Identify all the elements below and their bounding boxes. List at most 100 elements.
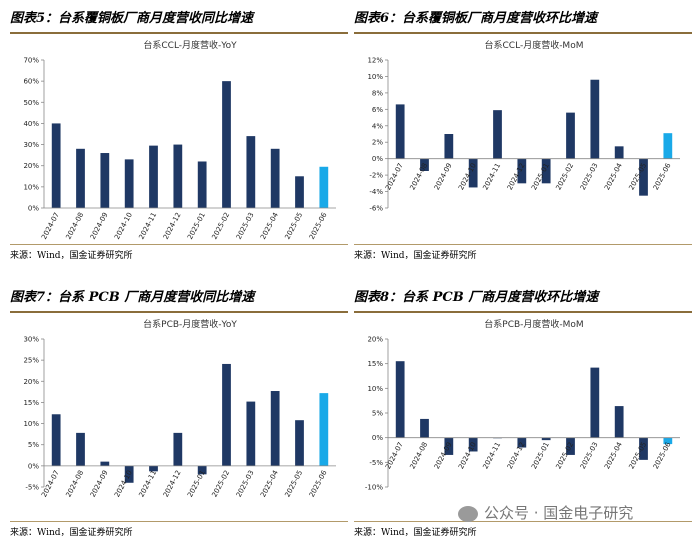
- x-tick-label: 2024-10: [457, 441, 478, 471]
- x-tick-label: 2024-09: [89, 211, 110, 241]
- x-tick-label: 2025-04: [259, 469, 280, 499]
- x-tick-label: 2024-08: [64, 211, 85, 241]
- chart-panel-6: 图表6：台系覆铜板厂商月度营收环比增速 台系CCL-月度营收-MoM -6% -4%…: [354, 8, 692, 264]
- y-tick-label: 60%: [23, 78, 39, 86]
- y-tick-label: 15%: [23, 399, 39, 407]
- source-rule: [10, 244, 348, 245]
- y-tick-label: -6%: [369, 205, 383, 213]
- y-tick-label: 0%: [28, 205, 39, 213]
- x-tick-label: 2025-05: [283, 211, 304, 241]
- bar-chart: 台系PCB-月度营收-MoM -10% -5% 0% 5% 10% 15% 20% 2024-0…: [365, 318, 680, 492]
- y-tick-label: 12%: [367, 57, 383, 65]
- y-tick-label: 0%: [372, 434, 383, 442]
- chart-title: 台系PCB-月度营收-YoY: [143, 318, 237, 330]
- x-tick-label: 2025-03: [579, 441, 600, 471]
- x-tick-label: 2024-09: [433, 441, 454, 471]
- bar-2024-08: [76, 148, 85, 208]
- chart-title: 台系PCB-月度营收-MoM: [484, 318, 583, 330]
- y-tick-label: 20%: [23, 162, 39, 170]
- chart-panel-8: 图表8：台系 PCB 厂商月度营收环比增速 台系PCB-月度营收-MoM -10%…: [354, 287, 692, 543]
- chart-title: 台系CCL-月度营收-MoM: [485, 39, 584, 51]
- y-tick-label: -10%: [365, 484, 383, 492]
- source-rule: [354, 244, 692, 245]
- x-tick-label: 2024-11: [481, 441, 502, 471]
- bar-2024-10: [124, 159, 134, 208]
- y-tick-label: 10%: [23, 420, 39, 428]
- watermark-text: 公众号 · 国金电子研究: [484, 504, 634, 522]
- bar-2025-06: [663, 133, 673, 159]
- y-tick-label: 25%: [23, 357, 39, 365]
- y-tick-label: 0%: [28, 462, 39, 470]
- bar-2025-06: [319, 393, 329, 466]
- figure-title: 图表8：台系 PCB 厂商月度营收环比增速: [354, 290, 599, 305]
- source-note: 来源：Wind，国金证券研究所: [354, 528, 477, 538]
- x-tick-label: 2024-07: [384, 441, 405, 471]
- bar-2025-05: [639, 158, 648, 196]
- x-tick-label: 2025-03: [235, 211, 256, 241]
- bar-2024-09: [444, 437, 454, 455]
- y-tick-label: -2%: [369, 172, 383, 180]
- x-tick-label: 2024-07: [40, 469, 61, 499]
- y-tick-label: 5%: [28, 441, 39, 449]
- y-tick-label: 40%: [23, 120, 39, 128]
- y-tick-label: 4%: [372, 122, 383, 130]
- y-tick-label: 30%: [23, 336, 39, 344]
- x-tick-label: 2024-11: [137, 211, 158, 241]
- bar-2025-04: [614, 146, 624, 159]
- y-tick-label: -5%: [369, 459, 383, 467]
- x-tick-label: 2025-06: [308, 469, 329, 499]
- bar-2024-08: [420, 418, 429, 438]
- figure-title: 图表5：台系覆铜板厂商月度营收同比增速: [10, 11, 254, 26]
- x-tick-label: 2025-01: [186, 469, 207, 499]
- x-tick-label: 2024-12: [162, 469, 183, 499]
- title-rule: [354, 32, 692, 34]
- x-tick-label: 2025-02: [210, 469, 231, 499]
- source-note: 来源：Wind，国金证券研究所: [10, 528, 133, 538]
- bar-2025-05: [295, 176, 304, 208]
- x-tick-label: 2025-01: [186, 211, 207, 241]
- figure-title: 图表7：台系 PCB 厂商月度营收同比增速: [10, 290, 255, 305]
- bar-2025-02: [222, 363, 231, 466]
- x-tick-label: 2024-07: [40, 211, 61, 241]
- chart-title: 台系CCL-月度营收-YoY: [143, 39, 237, 51]
- x-tick-label: 2024-08: [64, 469, 85, 499]
- y-tick-label: 2%: [372, 139, 383, 147]
- x-tick-label: 2024-07: [384, 162, 405, 192]
- bar-2025-06: [663, 437, 673, 445]
- y-tick-label: 10%: [367, 73, 383, 81]
- bar-2024-11: [493, 110, 502, 159]
- source-note: 来源：Wind，国金证券研究所: [354, 251, 477, 261]
- x-tick-label: 2024-09: [89, 469, 110, 499]
- x-tick-label: 2024-10: [113, 211, 134, 241]
- bar-2025-01: [541, 437, 551, 441]
- bar-2025-06: [319, 166, 329, 208]
- x-tick-label: 2025-01: [530, 441, 551, 471]
- x-tick-label: 2025-06: [652, 440, 673, 470]
- figure-title: 图表6：台系覆铜板厂商月度营收环比增速: [354, 11, 598, 26]
- bar-2025-04: [270, 148, 280, 208]
- y-tick-label: -4%: [369, 188, 383, 196]
- bar-2024-10: [124, 465, 134, 483]
- bar-2025-02: [566, 112, 575, 159]
- title-rule: [354, 311, 692, 313]
- chart-panel-5: 图表5：台系覆铜板厂商月度营收同比增速 台系CCL-月度营收-YoY 0% 10% 2…: [10, 8, 348, 264]
- bar-2025-01: [197, 161, 207, 208]
- bar-2024-07: [395, 361, 405, 438]
- x-tick-label: 2025-04: [603, 440, 624, 470]
- bar-2024-11: [149, 465, 158, 472]
- bar-2025-01: [197, 465, 207, 475]
- x-tick-label: 2025-05: [283, 469, 304, 499]
- y-tick-label: 6%: [372, 106, 383, 114]
- source-note: 来源：Wind，国金证券研究所: [10, 251, 133, 261]
- watermark: 公众号 · 国金电子研究: [458, 502, 633, 523]
- bar-2024-08: [76, 432, 85, 466]
- x-tick-label: 2025-04: [603, 161, 624, 191]
- bar-2024-09: [100, 153, 110, 208]
- bar-2024-08: [420, 158, 429, 171]
- bar-2025-05: [295, 420, 304, 466]
- x-tick-label: 2025-06: [308, 211, 329, 241]
- y-tick-label: 10%: [367, 385, 383, 393]
- x-tick-label: 2024-12: [506, 441, 527, 471]
- y-tick-label: 20%: [367, 336, 383, 344]
- y-tick-label: 0%: [372, 155, 383, 163]
